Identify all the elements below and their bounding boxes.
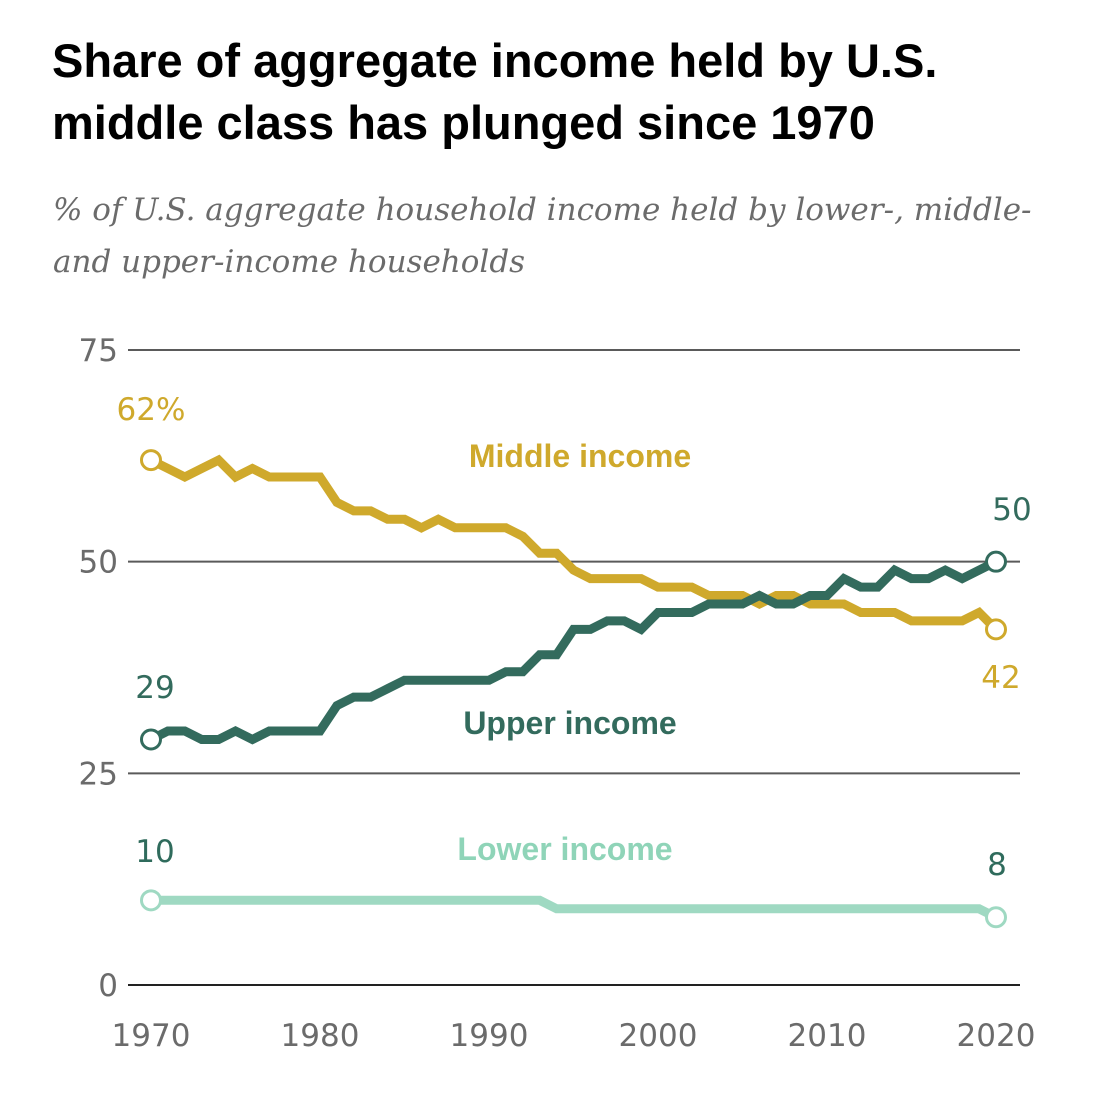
series-line-lower: [151, 895, 999, 922]
end-label-upper: 50: [992, 492, 1031, 528]
y-tick-label: 50: [79, 545, 118, 581]
start-marker-lower: [140, 889, 162, 912]
start-marker-upper: [140, 728, 162, 751]
series-line-middle: [148, 454, 1000, 633]
series-lines: [148, 454, 1000, 922]
x-tick-label: 2020: [957, 1018, 1036, 1054]
start-label-upper: 29: [135, 670, 174, 706]
axis-ticks: 0 25 50 75 1970 1980 1990 2000 2010 2020: [79, 333, 1036, 1054]
x-tick-label: 2010: [788, 1018, 867, 1054]
end-marker-lower: [985, 906, 1007, 929]
endpoint-markers: [140, 449, 1007, 929]
series-line-upper: [148, 557, 999, 745]
x-tick-label: 1990: [450, 1018, 529, 1054]
chart-title: Share of aggregate income held by U.S. m…: [52, 34, 938, 149]
x-tick-label: 2000: [619, 1018, 698, 1054]
y-tick-label: 25: [79, 756, 118, 792]
series-label-lower: Lower income: [457, 831, 672, 867]
series-label-middle: Middle income: [469, 438, 691, 474]
end-label-lower: 8: [987, 847, 1007, 883]
end-marker-middle: [985, 618, 1007, 641]
gridlines: [128, 349, 1020, 986]
chart-subtitle: % of U.S. aggregate household income hel…: [53, 192, 1032, 280]
start-marker-middle: [140, 449, 162, 472]
data-labels: 62% 42 29 50 10 8: [117, 392, 1032, 883]
end-marker-upper: [985, 550, 1007, 573]
x-tick-label: 1970: [112, 1018, 191, 1054]
start-label-lower: 10: [135, 834, 174, 870]
y-tick-label: 0: [98, 968, 118, 1004]
y-tick-label: 75: [79, 333, 118, 369]
series-label-upper: Upper income: [463, 705, 676, 741]
end-label-middle: 42: [981, 660, 1020, 696]
start-label-middle: 62%: [117, 392, 186, 428]
x-tick-label: 1980: [281, 1018, 360, 1054]
